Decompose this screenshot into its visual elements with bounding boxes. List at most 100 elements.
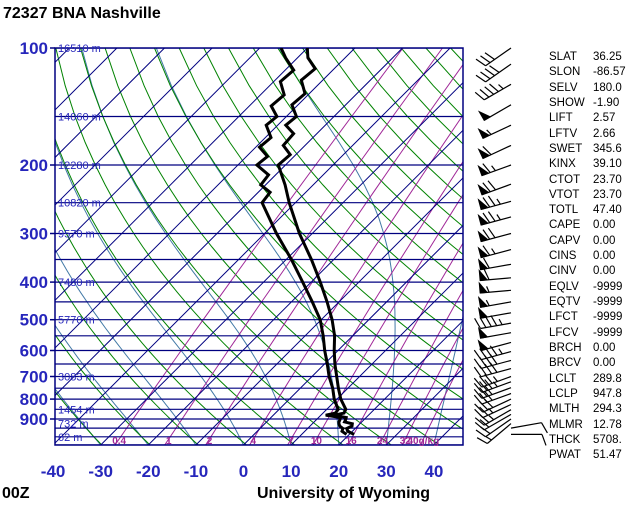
stat-key: CINS bbox=[549, 250, 577, 263]
stat-row: SELV 180.0 bbox=[549, 81, 640, 96]
stat-value: 51.47 bbox=[593, 449, 622, 462]
svg-text:-10: -10 bbox=[184, 462, 209, 481]
stat-key: LCLT bbox=[549, 372, 577, 385]
svg-text:30: 30 bbox=[377, 462, 396, 481]
svg-text:1: 1 bbox=[166, 436, 172, 447]
svg-text:7: 7 bbox=[288, 436, 294, 447]
stat-value: -1.90 bbox=[593, 96, 620, 109]
svg-text:700: 700 bbox=[20, 368, 48, 387]
stat-value: 47.40 bbox=[593, 204, 622, 217]
stat-key: SLAT bbox=[549, 51, 577, 63]
svg-text:10: 10 bbox=[282, 462, 301, 481]
stat-value: 23.70 bbox=[593, 188, 622, 201]
stat-value: 0.00 bbox=[593, 219, 616, 232]
indices-panel: SLAT 36.25 SLON -86.57 SELV 180.0 SHOW -1.90 LIF… bbox=[549, 50, 640, 463]
stat-key: SELV bbox=[549, 81, 578, 94]
wind-barbs bbox=[473, 47, 548, 446]
stat-value: 0.00 bbox=[593, 250, 616, 263]
svg-text:2: 2 bbox=[207, 436, 213, 447]
stat-row: LFCV -9999 bbox=[549, 326, 640, 341]
stat-value: 2.57 bbox=[593, 112, 616, 125]
stat-value: 5708. bbox=[593, 433, 622, 446]
stat-row: SLAT 36.25 bbox=[549, 50, 640, 65]
stat-key: SHOW bbox=[549, 96, 585, 109]
stat-row: KINX 39.10 bbox=[549, 157, 640, 172]
svg-text:12280 m: 12280 m bbox=[58, 160, 101, 172]
stat-value: -9999 bbox=[593, 280, 623, 293]
svg-text:0.4: 0.4 bbox=[112, 436, 126, 447]
stat-row: LFTV 2.66 bbox=[549, 127, 640, 142]
stat-row: EQLV -9999 bbox=[549, 280, 640, 295]
svg-text:14060 m: 14060 m bbox=[58, 111, 101, 123]
stat-value: 36.25 bbox=[593, 51, 622, 63]
stat-value: 0.00 bbox=[593, 234, 616, 247]
svg-text:800: 800 bbox=[20, 390, 48, 409]
stat-value: 2.66 bbox=[593, 127, 616, 140]
svg-text:732 m: 732 m bbox=[58, 419, 89, 431]
stat-key: SLON bbox=[549, 66, 581, 79]
svg-text:16510 m: 16510 m bbox=[58, 43, 101, 55]
sounding-traces bbox=[254, 48, 355, 436]
stat-row: MLTH 294.3 bbox=[549, 402, 640, 417]
svg-text:62 m: 62 m bbox=[58, 432, 82, 444]
svg-text:-20: -20 bbox=[136, 462, 161, 481]
stat-row: LFCT -9999 bbox=[549, 310, 640, 325]
stat-key: CAPV bbox=[549, 234, 581, 247]
stat-key: THCK bbox=[549, 433, 581, 446]
stat-value: 294.3 bbox=[593, 403, 622, 416]
stat-row: TOTL 47.40 bbox=[549, 203, 640, 218]
stat-row: BRCV 0.00 bbox=[549, 356, 640, 371]
obs-time-label: 00Z bbox=[2, 485, 30, 502]
svg-text:900: 900 bbox=[20, 410, 48, 429]
stat-key: SWET bbox=[549, 142, 583, 155]
stat-row: MLMR 12.78 bbox=[549, 418, 640, 433]
stat-value: 345.6 bbox=[593, 142, 622, 155]
stat-key: EQLV bbox=[549, 280, 579, 293]
stat-value: 0.00 bbox=[593, 357, 616, 370]
stat-row: PWAT 51.47 bbox=[549, 448, 640, 463]
stat-key: KINX bbox=[549, 158, 576, 171]
stat-key: LFCT bbox=[549, 311, 578, 324]
stat-value: 39.10 bbox=[593, 158, 622, 171]
stat-key: LFCV bbox=[549, 326, 579, 339]
svg-text:20: 20 bbox=[329, 462, 348, 481]
stat-row: LCLT 289.8 bbox=[549, 372, 640, 387]
svg-text:3083 m: 3083 m bbox=[58, 372, 95, 384]
stat-value: -9999 bbox=[593, 296, 623, 308]
svg-text:600: 600 bbox=[20, 342, 48, 361]
stat-value: 0.00 bbox=[593, 265, 616, 278]
svg-text:24: 24 bbox=[377, 436, 389, 447]
stat-value: 23.70 bbox=[593, 173, 622, 186]
stat-key: MLMR bbox=[549, 418, 583, 431]
stat-value: 289.8 bbox=[593, 372, 622, 385]
stat-value: 12.78 bbox=[593, 418, 622, 431]
svg-text:4: 4 bbox=[251, 436, 257, 447]
stat-row: SHOW -1.90 bbox=[549, 96, 640, 111]
stat-row: CTOT 23.70 bbox=[549, 173, 640, 188]
grid-lines bbox=[55, 48, 463, 445]
stat-row: BRCH 0.00 bbox=[549, 341, 640, 356]
svg-text:40: 40 bbox=[424, 462, 443, 481]
stat-key: LIFT bbox=[549, 112, 573, 125]
svg-text:0: 0 bbox=[239, 462, 248, 481]
stat-row: SLON -86.57 bbox=[549, 65, 640, 80]
stat-key: CAPE bbox=[549, 219, 581, 232]
stat-row: CAPV 0.00 bbox=[549, 234, 640, 249]
svg-text:400: 400 bbox=[20, 273, 48, 292]
stat-key: LFTV bbox=[549, 127, 578, 140]
stat-row: SWET 345.6 bbox=[549, 142, 640, 157]
svg-text:5770 m: 5770 m bbox=[58, 315, 95, 327]
stat-key: CINV bbox=[549, 265, 577, 278]
svg-text:-30: -30 bbox=[88, 462, 113, 481]
stat-value: 180.0 bbox=[593, 81, 622, 94]
stat-row: LCLP 947.8 bbox=[549, 387, 640, 402]
stat-row: CINS 0.00 bbox=[549, 249, 640, 264]
svg-text:300: 300 bbox=[20, 224, 48, 243]
stat-row: CAPE 0.00 bbox=[549, 218, 640, 233]
svg-text:-40: -40 bbox=[41, 462, 66, 481]
stat-row: EQTV -9999 bbox=[549, 295, 640, 310]
svg-text:16: 16 bbox=[346, 436, 358, 447]
